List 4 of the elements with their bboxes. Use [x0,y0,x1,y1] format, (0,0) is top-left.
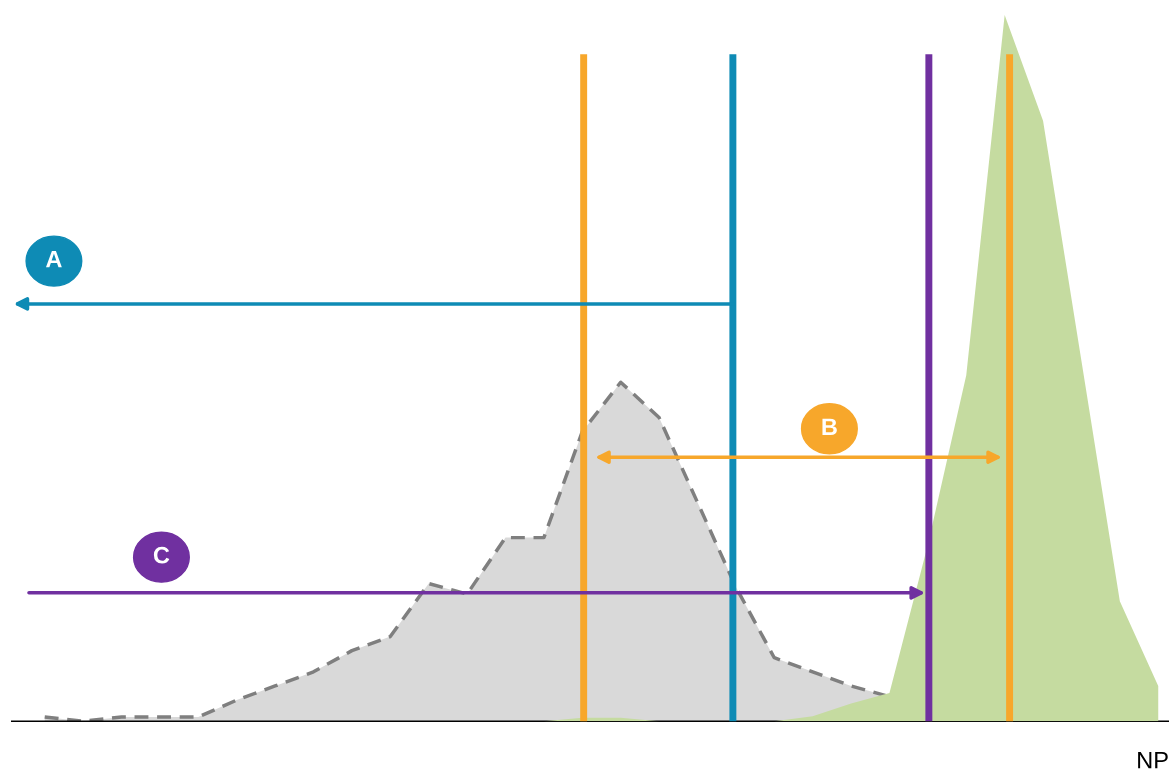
annotation: B [822,418,837,435]
annotation: A [45,250,62,268]
annotation: C [153,546,170,564]
x-axis-title: NP [1138,752,1168,769]
